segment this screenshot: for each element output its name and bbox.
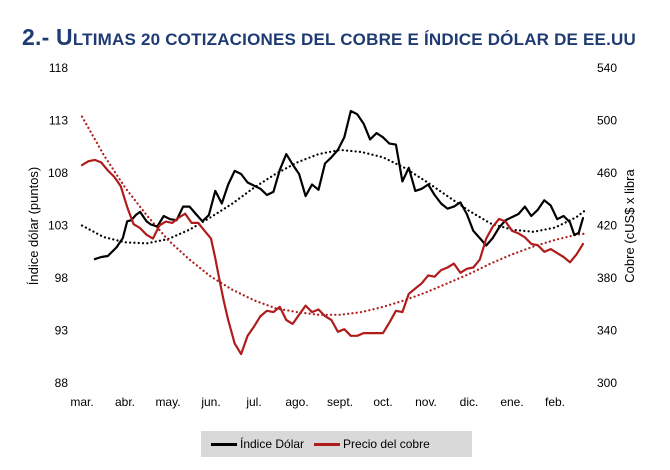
x-tick-label: dic.	[460, 395, 479, 409]
chart-legend: Índice Dólar Precio del cobre	[201, 431, 472, 457]
left-tick-label: 108	[48, 166, 68, 180]
legend-swatch-dollar	[211, 442, 237, 446]
right-tick-label: 380	[597, 271, 617, 285]
legend-item-copper: Precio del cobre	[314, 437, 430, 451]
right-axis-ticks: 540 500 460 420 380 340 300	[597, 61, 617, 390]
left-tick-label: 98	[55, 271, 69, 285]
left-tick-label: 88	[55, 376, 69, 390]
x-tick-label: sept.	[327, 395, 353, 409]
left-tick-label: 113	[49, 114, 68, 128]
left-axis-ticks: 118 113 108 103 98 93 88	[48, 61, 68, 390]
x-axis-ticks: mar. abr. may. jun. jul. ago. sept. oct. nov. dic…	[70, 395, 565, 409]
series-line-dollar-index	[93, 109, 585, 261]
left-axis-title: Índice dólar (puntos)	[26, 167, 41, 286]
legend-item-dollar: Índice Dólar	[211, 437, 304, 451]
right-axis-title: Cobre (cUS$ x libra	[622, 169, 637, 283]
left-tick-label: 118	[49, 61, 68, 75]
title-prefix: 2.- U	[22, 24, 73, 50]
series-line-copper-price	[80, 158, 585, 356]
x-tick-label: oct.	[373, 395, 392, 409]
right-tick-label: 300	[597, 376, 617, 390]
x-tick-label: nov.	[415, 395, 437, 409]
x-tick-label: ene.	[500, 395, 523, 409]
x-tick-label: ago.	[285, 395, 308, 409]
x-tick-label: feb.	[545, 395, 565, 409]
x-tick-label: may.	[155, 395, 180, 409]
right-tick-label: 540	[597, 61, 617, 75]
x-tick-label: mar.	[70, 395, 93, 409]
right-tick-label: 500	[597, 114, 617, 128]
title-rest: ltimas 20 cotizaciones del cobre e índic…	[72, 30, 636, 49]
legend-label-copper: Precio del cobre	[343, 437, 430, 451]
right-tick-label: 420	[597, 219, 617, 233]
right-tick-label: 460	[597, 166, 617, 180]
x-tick-label: jun.	[200, 395, 220, 409]
chart-title: 2.- Ultimas 20 cotizaciones del cobre e …	[22, 24, 636, 51]
x-tick-label: jul.	[245, 395, 261, 409]
legend-swatch-copper	[314, 442, 341, 446]
series-layer	[80, 109, 589, 356]
left-tick-label: 103	[48, 219, 68, 233]
trend-line-copper-price	[80, 115, 589, 316]
x-tick-label: abr.	[115, 395, 135, 409]
left-tick-label: 93	[55, 324, 69, 338]
right-tick-label: 340	[597, 324, 617, 338]
legend-label-dollar: Índice Dólar	[240, 437, 305, 451]
